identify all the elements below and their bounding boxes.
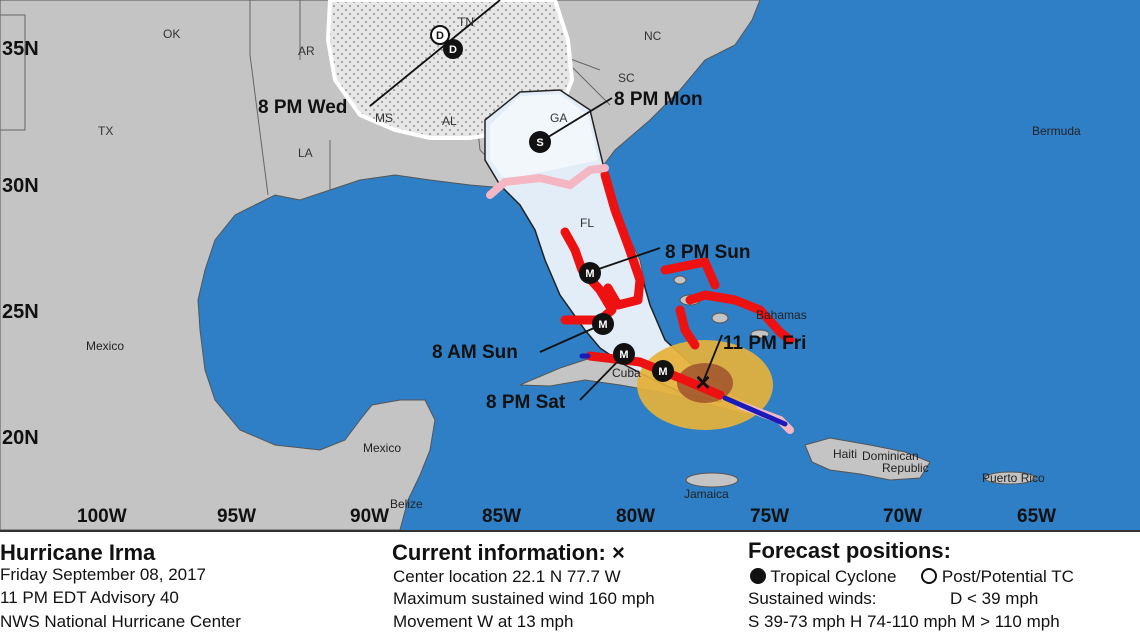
state-label-ms: MS xyxy=(375,111,393,125)
place-label-bermuda: Bermuda xyxy=(1032,124,1081,138)
state-label-ok: OK xyxy=(163,27,180,41)
svg-text:M: M xyxy=(658,366,667,378)
current-info-title: Current information: × xyxy=(392,540,625,566)
place-label-dominican: Dominican xyxy=(862,449,919,463)
place-label-puerto-rico: Puerto Rico xyxy=(982,471,1045,485)
hispaniola xyxy=(804,437,931,481)
label-8pm-sat: 8 PM Sat xyxy=(486,392,566,413)
lon-label-65w: 65W xyxy=(1017,506,1056,527)
lat-label-20n: 20N xyxy=(2,427,39,449)
state-label-tn: TN xyxy=(458,15,474,29)
lon-label-90w: 90W xyxy=(350,506,389,527)
state-label-ar: AR xyxy=(298,44,315,58)
current-info-title-text: Current information: xyxy=(392,540,606,565)
state-label-tx: TX xyxy=(98,124,113,138)
advisory-legend: Hurricane Irma Friday September 08, 2017… xyxy=(0,530,1140,643)
post-tc-label: Post/Potential TC xyxy=(941,567,1074,586)
center-location: Center location 22.1 N 77.7 W xyxy=(393,567,621,586)
label-leader-lines xyxy=(369,0,723,401)
lat-label-25n: 25N xyxy=(2,301,39,323)
svg-text:M: M xyxy=(598,319,607,331)
d-category: D < 39 mph xyxy=(950,589,1039,608)
issuing-center: NWS National Hurricane Center xyxy=(0,612,241,631)
lat-label-35n: 35N xyxy=(2,38,39,60)
place-label-bahamas: Bahamas xyxy=(756,308,807,322)
lon-label-80w: 80W xyxy=(616,506,655,527)
state-label-al: AL xyxy=(442,114,457,128)
current-position-marker: × xyxy=(695,367,710,397)
label-8pm-wed: 8 PM Wed xyxy=(258,97,347,118)
jamaica xyxy=(685,472,739,488)
label-11pm-fri: 11 PM Fri xyxy=(723,333,806,354)
place-label-cuba: Cuba xyxy=(612,366,641,380)
state-label-nc: NC xyxy=(644,29,662,43)
label-8am-sun: 8 AM Sun xyxy=(432,342,518,363)
current-position-x-icon: × xyxy=(612,540,625,565)
place-label-mexico-north: Mexico xyxy=(86,339,124,353)
state-label-sc: SC xyxy=(618,71,635,85)
lon-label-85w: 85W xyxy=(482,506,521,527)
label-8pm-sun: 8 PM Sun xyxy=(665,242,751,263)
place-label-belize: Belize xyxy=(390,497,423,511)
symbol-d-text: D xyxy=(436,30,444,42)
lon-label-95w: 95W xyxy=(217,506,256,527)
svg-text:S: S xyxy=(536,137,543,149)
forecast-symbol-8pm-sat: M xyxy=(613,343,635,365)
post-tc-circle-icon xyxy=(921,568,938,584)
place-label-mexico-south: Mexico xyxy=(363,441,401,455)
state-label-ga: GA xyxy=(550,111,567,125)
advisory-date: Friday September 08, 2017 xyxy=(0,565,207,584)
forecast-symbol-8pm-sun: M xyxy=(579,262,601,284)
place-label-jamaica: Jamaica xyxy=(684,487,729,501)
lat-label-30n: 30N xyxy=(2,175,39,197)
state-label-la: LA xyxy=(298,146,313,160)
forecast-symbol-8am-sun: M xyxy=(592,313,614,335)
lon-label-70w: 70W xyxy=(883,506,922,527)
tropical-storm-watch-coast xyxy=(579,353,788,427)
svg-text:M: M xyxy=(585,268,594,280)
storm-title: Hurricane Irma xyxy=(0,540,156,565)
maximum-wind: Maximum sustained wind 160 mph xyxy=(393,589,655,608)
place-label-haiti: Haiti xyxy=(833,447,857,461)
place-label-republic: Republic xyxy=(882,461,929,475)
svg-text:M: M xyxy=(619,349,628,361)
forecast-symbol-8pm-wed: D xyxy=(443,39,463,59)
forecast-symbol-8pm-mon: S xyxy=(529,131,551,153)
forecast-positions-title: Forecast positions: xyxy=(748,538,951,563)
wind-scale: S 39-73 mph H 74-110 mph M > 110 mph xyxy=(748,612,1060,631)
hurricane-track-map: D D S M M M M × 8 PM Wed 8 PM Mon 8 PM S… xyxy=(0,0,1140,531)
forecast-symbol-8pm-wed-d2: D xyxy=(430,25,450,45)
lon-label-75w: 75W xyxy=(750,506,789,527)
sustained-winds-label: Sustained winds: xyxy=(748,589,877,608)
lon-label-100w: 100W xyxy=(77,506,127,527)
state-label-fl: FL xyxy=(580,216,594,230)
label-8pm-mon: 8 PM Mon xyxy=(614,89,703,110)
svg-text:D: D xyxy=(449,44,457,56)
tropical-cyclone-dot-icon xyxy=(750,568,766,584)
tropical-cyclone-label: Tropical Cyclone xyxy=(770,567,897,586)
advisory-number: 11 PM EDT Advisory 40 xyxy=(0,588,179,607)
movement: Movement W at 13 mph xyxy=(393,612,574,631)
legend-symbols-row: Tropical Cyclone Post/Potential TC xyxy=(750,567,1074,587)
forecast-symbol-extra-m: M xyxy=(652,360,674,382)
puerto-rico xyxy=(984,471,1036,485)
